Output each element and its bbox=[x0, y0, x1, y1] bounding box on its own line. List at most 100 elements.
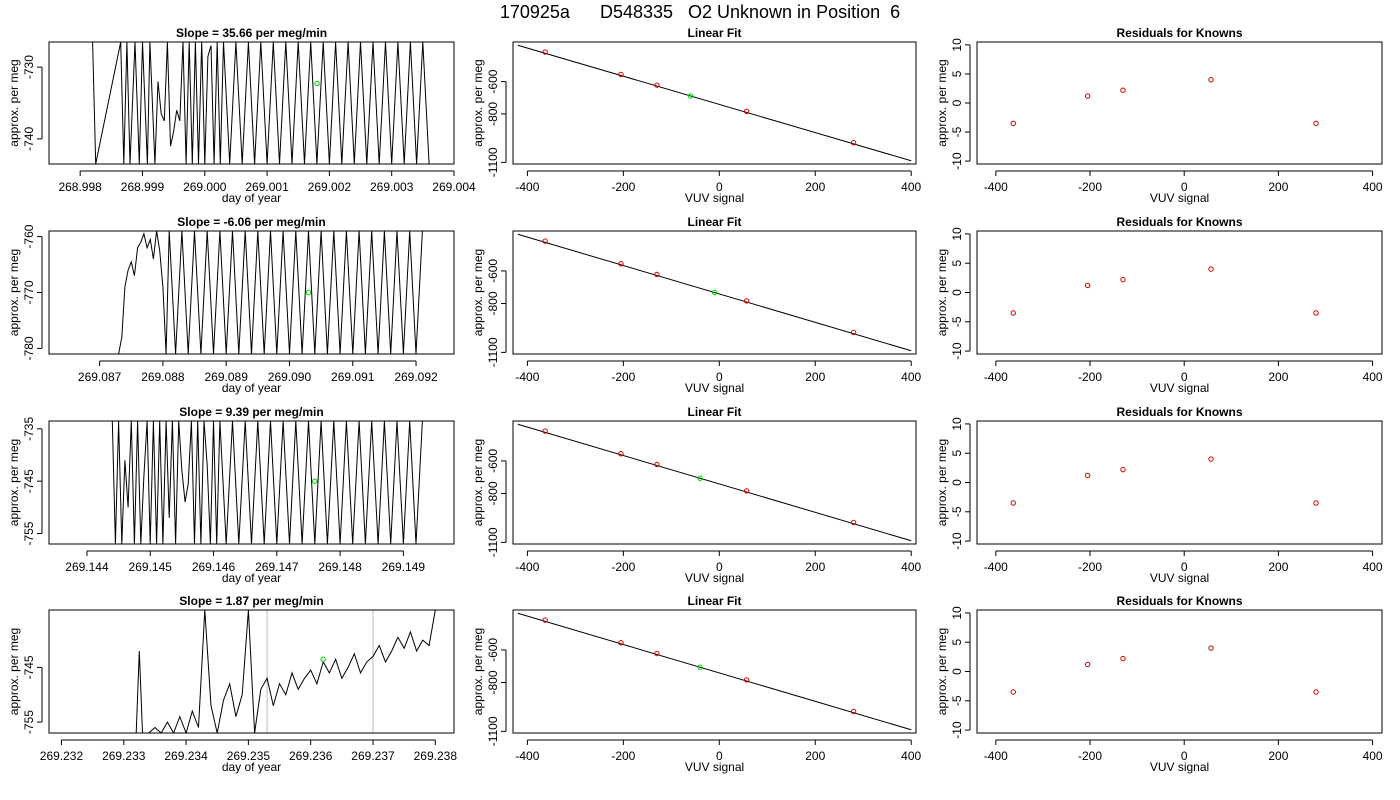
y-tick-label: -5 bbox=[950, 506, 964, 517]
x-tick-label: 0 bbox=[1181, 560, 1188, 574]
unknown-point bbox=[697, 475, 703, 481]
y-axis-title: approx. per meg bbox=[935, 59, 949, 146]
y-axis-title: approx. per meg bbox=[7, 628, 21, 715]
x-tick-label: 269.002 bbox=[308, 180, 352, 194]
known-point bbox=[542, 49, 548, 55]
panel-title: Residuals for Knowns bbox=[1116, 215, 1242, 229]
known-point bbox=[850, 139, 857, 146]
unknown-point bbox=[687, 93, 694, 99]
y-tick-label: -10 bbox=[950, 152, 964, 170]
known-point bbox=[542, 617, 548, 623]
x-tick-label: -400 bbox=[984, 370, 1008, 384]
x-tick-label: 200 bbox=[1268, 370, 1288, 384]
time-x-axis: 268.998 268.999 269.000 269.001 269.002 269.0… bbox=[58, 170, 476, 194]
x-tick-label: 269.088 bbox=[141, 370, 185, 384]
time-series-line bbox=[111, 421, 423, 544]
known-point bbox=[618, 261, 624, 267]
x-tick-label: 200 bbox=[1268, 560, 1288, 574]
x-tick-label: 269.147 bbox=[255, 560, 299, 574]
fit-line bbox=[517, 612, 912, 731]
residual-point bbox=[1010, 120, 1016, 127]
x-tick-label: 269.233 bbox=[102, 749, 146, 763]
residual-point bbox=[1010, 689, 1016, 695]
y-tick-label: 0 bbox=[950, 289, 964, 296]
x-axis-title: VUV signal bbox=[685, 571, 744, 585]
resid-x-axis: -400 -200 0 200 400 bbox=[984, 739, 1383, 763]
known-point bbox=[743, 677, 750, 683]
y-tick-label: -735 bbox=[22, 417, 36, 441]
x-tick-label: -400 bbox=[984, 560, 1008, 574]
x-tick-label: -200 bbox=[1078, 560, 1102, 574]
time-series-frame bbox=[48, 230, 455, 355]
x-tick-label: 269.089 bbox=[204, 370, 248, 384]
x-tick-label: 200 bbox=[805, 370, 825, 384]
resid-y-axis: -10 -5 0 5 10 bbox=[950, 38, 971, 170]
residuals-frame bbox=[976, 609, 1383, 734]
unknown-point bbox=[305, 289, 312, 296]
y-tick-label: 5 bbox=[950, 70, 964, 77]
x-tick-label: 400 bbox=[901, 749, 921, 763]
residual-point bbox=[1120, 276, 1126, 283]
fit-x-axis: -400 -200 0 200 400 bbox=[515, 550, 922, 574]
x-tick-label: 268.999 bbox=[121, 180, 165, 194]
linear-fit-frame bbox=[512, 420, 917, 545]
known-point bbox=[743, 488, 750, 494]
x-tick-label: 269.003 bbox=[370, 180, 414, 194]
x-tick-label: 269.000 bbox=[183, 180, 227, 194]
time-series-frame bbox=[48, 609, 455, 734]
known-point bbox=[618, 71, 624, 78]
x-tick-label: 0 bbox=[1181, 180, 1188, 194]
x-tick-label: -400 bbox=[984, 180, 1008, 194]
x-tick-label: 400 bbox=[901, 180, 921, 194]
time-x-axis: 269.232 269.233 269.234 269.235 269.236 269.2… bbox=[40, 739, 457, 763]
time-y-axis: -755 -745 bbox=[22, 655, 43, 734]
x-tick-label: -200 bbox=[611, 370, 635, 384]
x-tick-label: -200 bbox=[611, 749, 635, 763]
y-axis-title: approx. per meg bbox=[935, 439, 949, 526]
y-tick-label: -740 bbox=[22, 127, 36, 151]
x-axis-title: VUV signal bbox=[685, 760, 744, 774]
y-axis-title: approx. per meg bbox=[471, 59, 485, 146]
linear-fit-frame bbox=[512, 41, 917, 165]
resid-x-axis: -400 -200 0 200 400 bbox=[984, 360, 1383, 384]
x-tick-label: 269.237 bbox=[351, 749, 395, 763]
panel-title: Linear Fit bbox=[687, 405, 741, 419]
resid-y-axis: -10 -5 0 5 10 bbox=[950, 227, 971, 360]
residual-point bbox=[1120, 655, 1126, 662]
y-tick-label: -755 bbox=[22, 710, 36, 734]
y-axis-title: approx. per meg bbox=[935, 628, 949, 715]
unknown-point bbox=[320, 656, 326, 662]
panel-title: Linear Fit bbox=[687, 594, 741, 608]
panel-title: Slope = 9.39 per meg/min bbox=[179, 405, 323, 419]
residual-point bbox=[1313, 500, 1319, 506]
y-tick-label: -760 bbox=[22, 224, 36, 248]
y-tick-label: -600 bbox=[486, 259, 500, 283]
y-tick-label: -5 bbox=[950, 695, 964, 706]
y-tick-label: 10 bbox=[950, 38, 964, 52]
y-tick-label: -10 bbox=[950, 721, 964, 739]
x-tick-label: 269.001 bbox=[245, 180, 289, 194]
y-axis-title: approx. per meg bbox=[935, 249, 949, 336]
x-tick-label: -200 bbox=[1078, 370, 1102, 384]
y-tick-label: 5 bbox=[950, 639, 964, 646]
x-tick-label: 269.235 bbox=[227, 749, 271, 763]
x-tick-label: 400 bbox=[1363, 370, 1383, 384]
panel-title: Residuals for Knowns bbox=[1116, 594, 1242, 608]
x-tick-label: 269.004 bbox=[432, 180, 476, 194]
time-series-line bbox=[135, 610, 436, 733]
y-tick-label: -5 bbox=[950, 316, 964, 327]
linear-fit-frame bbox=[512, 609, 917, 734]
y-tick-label: -800 bbox=[486, 102, 500, 126]
y-axis-title: approx. per meg bbox=[7, 59, 21, 146]
y-tick-label: -600 bbox=[486, 638, 500, 662]
residuals-frame bbox=[976, 41, 1383, 165]
x-tick-label: 200 bbox=[1268, 749, 1288, 763]
known-point bbox=[850, 708, 857, 715]
unknown-point bbox=[314, 80, 320, 87]
x-tick-label: 400 bbox=[1363, 749, 1383, 763]
x-tick-label: -400 bbox=[515, 370, 539, 384]
x-tick-label: 268.998 bbox=[58, 180, 102, 194]
known-point bbox=[542, 428, 548, 434]
x-tick-label: 269.149 bbox=[382, 560, 426, 574]
y-tick-label: -1100 bbox=[486, 147, 500, 177]
